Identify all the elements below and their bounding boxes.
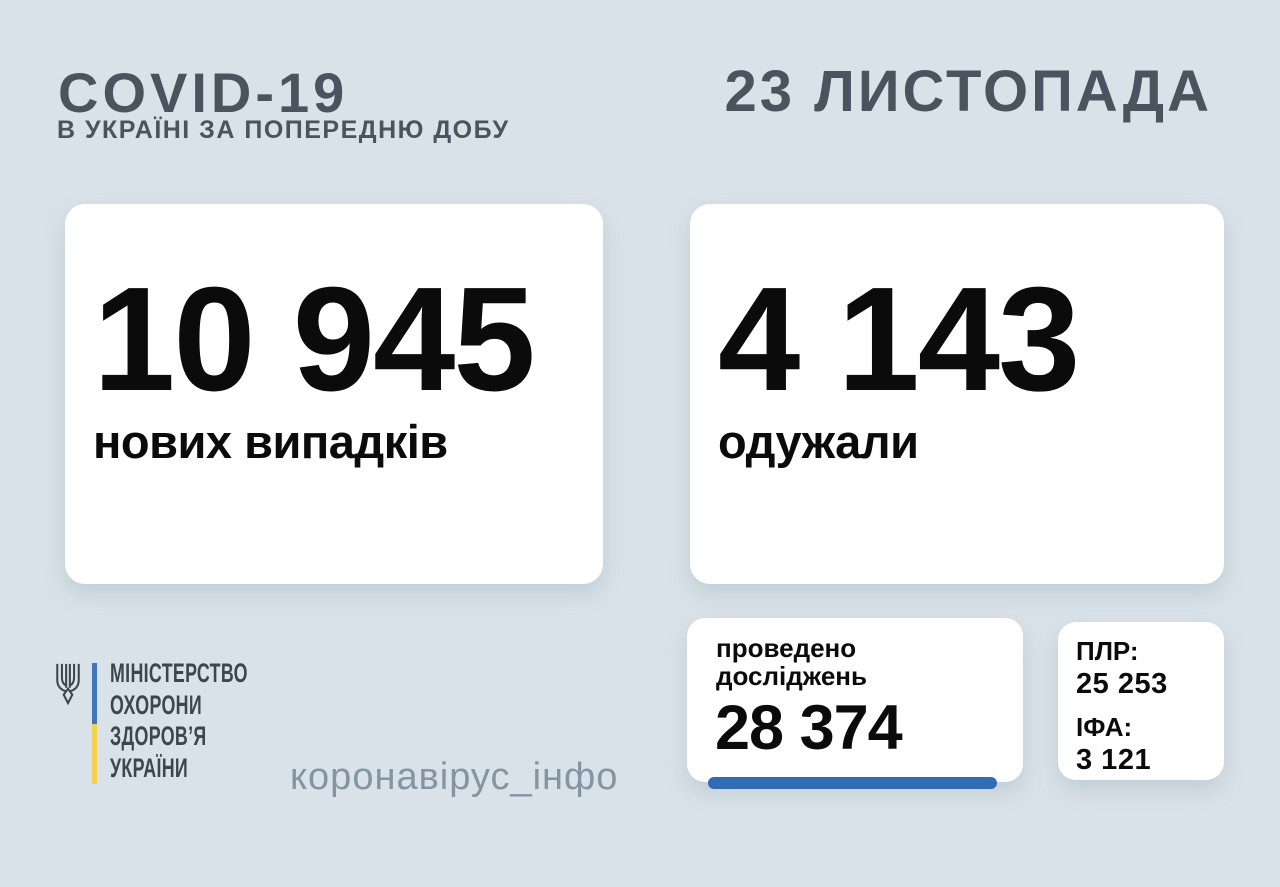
new-cases-card: 10 945 нових випадків: [65, 204, 603, 584]
plr-label: ПЛР:: [1076, 636, 1139, 666]
ministry-line: ЗДОРОВ’Я: [110, 721, 207, 751]
tests-accent-bar: [708, 777, 997, 789]
ministry-line: ОХОРОНИ: [110, 689, 202, 720]
flag-yellow-segment: [92, 723, 97, 784]
tests-value: 28 374: [715, 693, 903, 763]
tryzub-icon: [56, 663, 80, 706]
ifa-label: ІФА:: [1076, 712, 1133, 743]
ukraine-flag-bar: [92, 663, 97, 784]
lab-card: ПЛР: 25 253 ІФА: 3 121: [1058, 622, 1224, 780]
recovered-label: одужали: [718, 415, 919, 468]
recovered-value: 4 143: [718, 257, 1080, 422]
tests-label-line1: проведено: [716, 633, 857, 663]
ministry-line: МІНІСТЕРСТВО: [110, 658, 248, 688]
recovered-card: 4 143 одужали: [690, 204, 1224, 584]
watermark-text: коронавірус_інфо: [290, 756, 619, 798]
tests-label-line2: досліджень: [716, 661, 867, 691]
tests-label: проведено досліджень: [716, 634, 1023, 690]
ministry-name: МІНІСТЕРСТВО ОХОРОНИ ЗДОРОВ’Я УКРАЇНИ: [110, 658, 248, 784]
moh-logo: МІНІСТЕРСТВО ОХОРОНИ ЗДОРОВ’Я УКРАЇНИ: [54, 655, 314, 790]
flag-blue-segment: [92, 663, 97, 724]
new-cases-label: нових випадків: [93, 415, 448, 468]
plr-value: 25 253: [1076, 667, 1168, 700]
page-subtitle: В УКРАЇНІ ЗА ПОПЕРЕДНЮ ДОБУ: [57, 116, 510, 144]
ministry-line: УКРАЇНИ: [110, 752, 189, 783]
page-title: COVID-19: [58, 61, 349, 124]
tests-card: проведено досліджень 28 374: [687, 618, 1023, 789]
date-label: 23 ЛИСТОПАДА: [724, 59, 1212, 124]
ifa-value: 3 121: [1076, 744, 1152, 777]
new-cases-value: 10 945: [93, 257, 536, 422]
